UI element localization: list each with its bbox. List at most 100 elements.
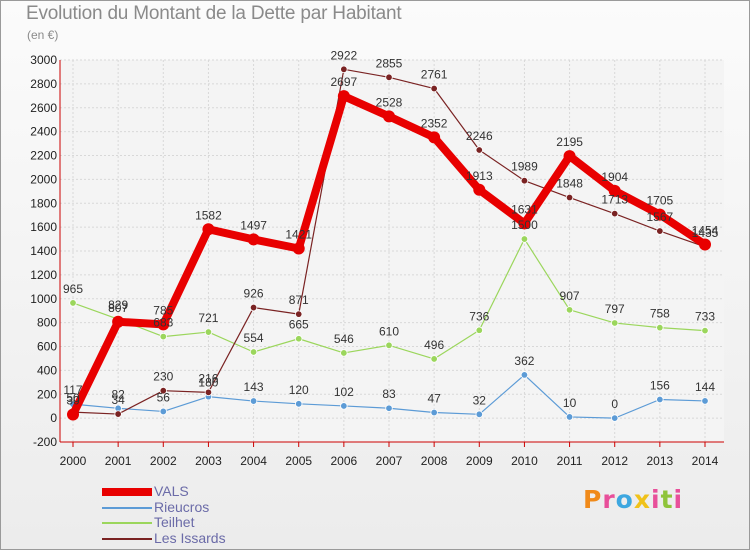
data-point xyxy=(249,397,258,405)
data-point xyxy=(656,227,664,235)
data-point xyxy=(247,233,260,246)
data-point xyxy=(202,223,215,236)
data-point xyxy=(159,332,167,341)
data-point xyxy=(611,319,619,327)
data-label: 907 xyxy=(560,289,580,303)
data-point xyxy=(520,176,529,185)
logo-letter: t xyxy=(660,485,674,514)
data-label: 736 xyxy=(469,309,489,323)
data-point xyxy=(520,371,529,379)
data-label: 1582 xyxy=(195,208,222,222)
data-label: 362 xyxy=(514,354,534,368)
data-point xyxy=(383,110,395,123)
y-tick-label: 200 xyxy=(37,387,57,401)
data-label: 143 xyxy=(244,380,264,394)
data-label: 56 xyxy=(157,390,171,404)
data-label: 1454 xyxy=(692,224,719,238)
data-point xyxy=(295,335,303,343)
data-label: 1421 xyxy=(285,227,312,241)
data-label: 1497 xyxy=(240,218,267,232)
data-point xyxy=(340,65,348,74)
data-point xyxy=(385,341,393,350)
x-tick-label: 2005 xyxy=(285,454,312,468)
y-tick-label: 800 xyxy=(37,316,57,330)
data-point xyxy=(563,150,576,163)
data-point xyxy=(473,183,486,196)
data-point xyxy=(157,318,170,331)
data-point xyxy=(475,326,483,334)
data-label: 1631 xyxy=(511,202,538,216)
data-point xyxy=(475,410,483,419)
y-tick-label: 600 xyxy=(37,340,57,354)
data-label: 829 xyxy=(108,298,128,312)
data-labels: 965 829 683 721 554 665 546 610 496 736 1500 907 797… xyxy=(63,48,719,411)
y-tick-label: 1000 xyxy=(30,292,57,306)
data-label: 1567 xyxy=(647,210,674,224)
data-point xyxy=(385,73,393,82)
data-point xyxy=(159,386,167,395)
data-label: 546 xyxy=(334,332,354,346)
data-label: 1913 xyxy=(466,169,493,183)
data-point xyxy=(520,235,529,243)
x-tick-label: 2011 xyxy=(557,454,583,468)
data-label: 82 xyxy=(111,387,125,401)
data-label: 758 xyxy=(650,307,670,321)
y-tick-label: 2600 xyxy=(30,101,57,115)
x-tick-label: 2014 xyxy=(692,454,719,468)
data-point xyxy=(292,242,305,255)
data-label: 965 xyxy=(63,282,83,296)
data-point xyxy=(565,413,574,421)
data-label: 733 xyxy=(695,310,715,324)
data-label: 144 xyxy=(695,380,715,394)
data-label: 610 xyxy=(379,324,399,338)
data-label: 496 xyxy=(424,338,444,352)
data-label: 216 xyxy=(198,371,218,385)
data-point xyxy=(428,131,441,144)
data-point xyxy=(475,146,483,154)
data-point xyxy=(249,348,258,356)
y-tick-label: 2400 xyxy=(30,125,57,139)
x-tick-label: 2008 xyxy=(421,454,448,468)
data-label: 554 xyxy=(244,331,264,345)
x-tick-label: 2013 xyxy=(647,454,674,468)
x-tick-label: 2007 xyxy=(376,454,403,468)
data-point xyxy=(295,310,303,318)
y-tick-label: 1600 xyxy=(30,220,57,234)
y-tick-label: -200 xyxy=(33,435,57,449)
data-point xyxy=(608,184,621,197)
x-tick-label: 2001 xyxy=(105,454,132,468)
data-point xyxy=(565,193,574,202)
data-label: 665 xyxy=(289,318,309,332)
data-point xyxy=(67,408,79,421)
legend-label: Les Issards xyxy=(154,529,226,546)
chart-subtitle: (en €) xyxy=(27,28,59,42)
data-point xyxy=(385,404,393,412)
logo-letter: o xyxy=(615,485,634,514)
data-point xyxy=(653,208,666,221)
data-label: 2246 xyxy=(466,129,493,143)
data-label: 2855 xyxy=(376,56,403,70)
data-label: 117 xyxy=(63,383,82,397)
logo-letter: i xyxy=(673,485,684,514)
data-label: 785 xyxy=(153,303,173,317)
data-label: 871 xyxy=(289,293,309,307)
x-tick-label: 2006 xyxy=(331,454,358,468)
x-tick-label: 2012 xyxy=(601,454,628,468)
x-tick-label: 2009 xyxy=(466,454,493,468)
data-label: 50 xyxy=(66,391,80,405)
legend-label: Teilhet xyxy=(154,514,195,530)
data-label: 797 xyxy=(605,302,625,316)
data-point xyxy=(337,90,350,103)
data-point xyxy=(430,408,438,417)
data-point xyxy=(518,217,531,230)
y-tick-label: 1800 xyxy=(30,196,57,210)
data-point xyxy=(340,349,348,357)
y-tick-label: 1400 xyxy=(30,244,57,258)
logo-letter: r xyxy=(602,485,616,514)
legend-swatch xyxy=(102,522,152,524)
series-teilhet xyxy=(69,235,709,363)
y-tick-label: 400 xyxy=(37,363,57,377)
y-tick-label: 3000 xyxy=(30,53,57,67)
data-label: 2697 xyxy=(331,75,358,89)
data-point xyxy=(295,400,303,408)
